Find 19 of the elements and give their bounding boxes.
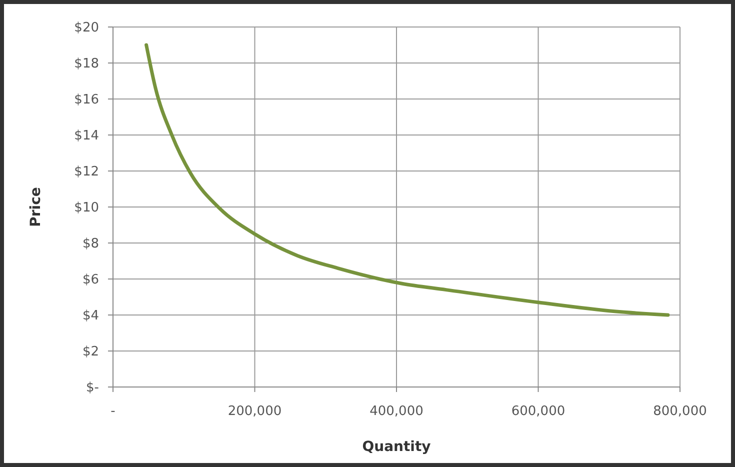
x-tick-label: - — [110, 404, 116, 419]
y-tick-label: $12 — [74, 164, 99, 180]
x-axis-title: Quantity — [362, 439, 431, 455]
y-tick-label: $18 — [74, 56, 99, 72]
y-tick-label: $20 — [74, 20, 99, 36]
y-tick-label: $16 — [74, 92, 99, 108]
x-tick-label: 600,000 — [511, 404, 566, 419]
x-tick-label: 200,000 — [228, 404, 282, 419]
x-tick-label: 800,000 — [653, 404, 707, 419]
y-tick-label: $6 — [82, 272, 99, 288]
y-tick-label: $2 — [82, 344, 99, 360]
x-tick-label: 400,000 — [370, 404, 424, 419]
y-tick-label: $8 — [82, 236, 99, 252]
line-series — [144, 43, 670, 317]
y-tick-label: $4 — [82, 308, 99, 324]
y-tick-label: $10 — [74, 200, 99, 216]
y-tick-label: $14 — [74, 128, 99, 144]
y-axis-title: Price — [28, 187, 44, 227]
y-tick-label: $- — [86, 380, 100, 396]
